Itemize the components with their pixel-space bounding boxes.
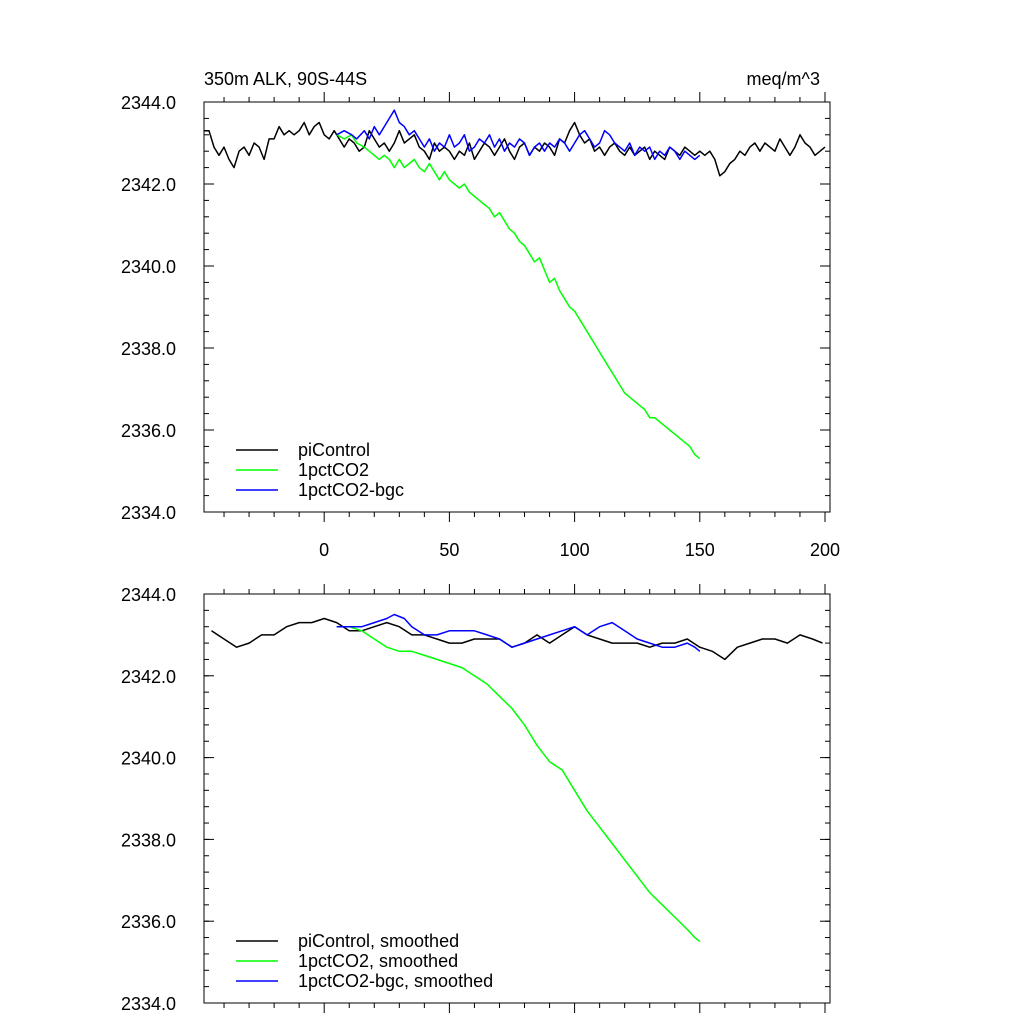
y-tick-label: 2336.0 <box>121 421 176 441</box>
y-tick-label: 2338.0 <box>121 830 176 850</box>
legend-label: piControl <box>298 440 370 460</box>
legend-label: piControl, smoothed <box>298 931 459 951</box>
series-line-2 <box>336 109 701 161</box>
legend-label: 1pctCO2-bgc <box>298 480 404 500</box>
legend-label: 1pctCO2-bgc, smoothed <box>298 971 493 991</box>
plot-frame <box>203 593 831 1004</box>
y-tick-label: 2342.0 <box>121 175 176 195</box>
legend-label: 1pctCO2 <box>298 460 369 480</box>
y-tick-label: 2344.0 <box>121 93 176 113</box>
y-tick-label: 2340.0 <box>121 749 176 769</box>
plot-frame <box>203 101 831 513</box>
series-line-0 <box>204 121 826 177</box>
x-tick-label: 150 <box>685 540 715 560</box>
y-tick-label: 2344.0 <box>121 585 176 605</box>
legend-label: 1pctCO2, smoothed <box>298 951 458 971</box>
bottom-chart-panel: 2334.0 2336.0 2338.0 2340.0 2342.0 2344.0 piCo… <box>121 584 831 1014</box>
chart-title-left: 350m ALK, 90S-44S <box>204 69 367 89</box>
y-tick-label: 2338.0 <box>121 339 176 359</box>
x-tick-label: 0 <box>319 540 329 560</box>
y-tick-label: 2336.0 <box>121 912 176 932</box>
x-tick-label: 200 <box>810 540 840 560</box>
x-tick-label: 100 <box>560 540 590 560</box>
series-line-1 <box>336 134 701 460</box>
top-chart-panel: 350m ALK, 90S-44S meq/m^3 2334.0 2336.0 23… <box>121 69 840 560</box>
y-tick-label: 2340.0 <box>121 257 176 277</box>
x-tick-label: 50 <box>439 540 459 560</box>
y-tick-label: 2334.0 <box>121 994 176 1014</box>
series-line-1 <box>336 625 701 943</box>
chart-units-label: meq/m^3 <box>747 69 820 89</box>
series-line-2 <box>336 613 701 652</box>
y-tick-label: 2334.0 <box>121 503 176 523</box>
y-tick-label: 2342.0 <box>121 667 176 687</box>
